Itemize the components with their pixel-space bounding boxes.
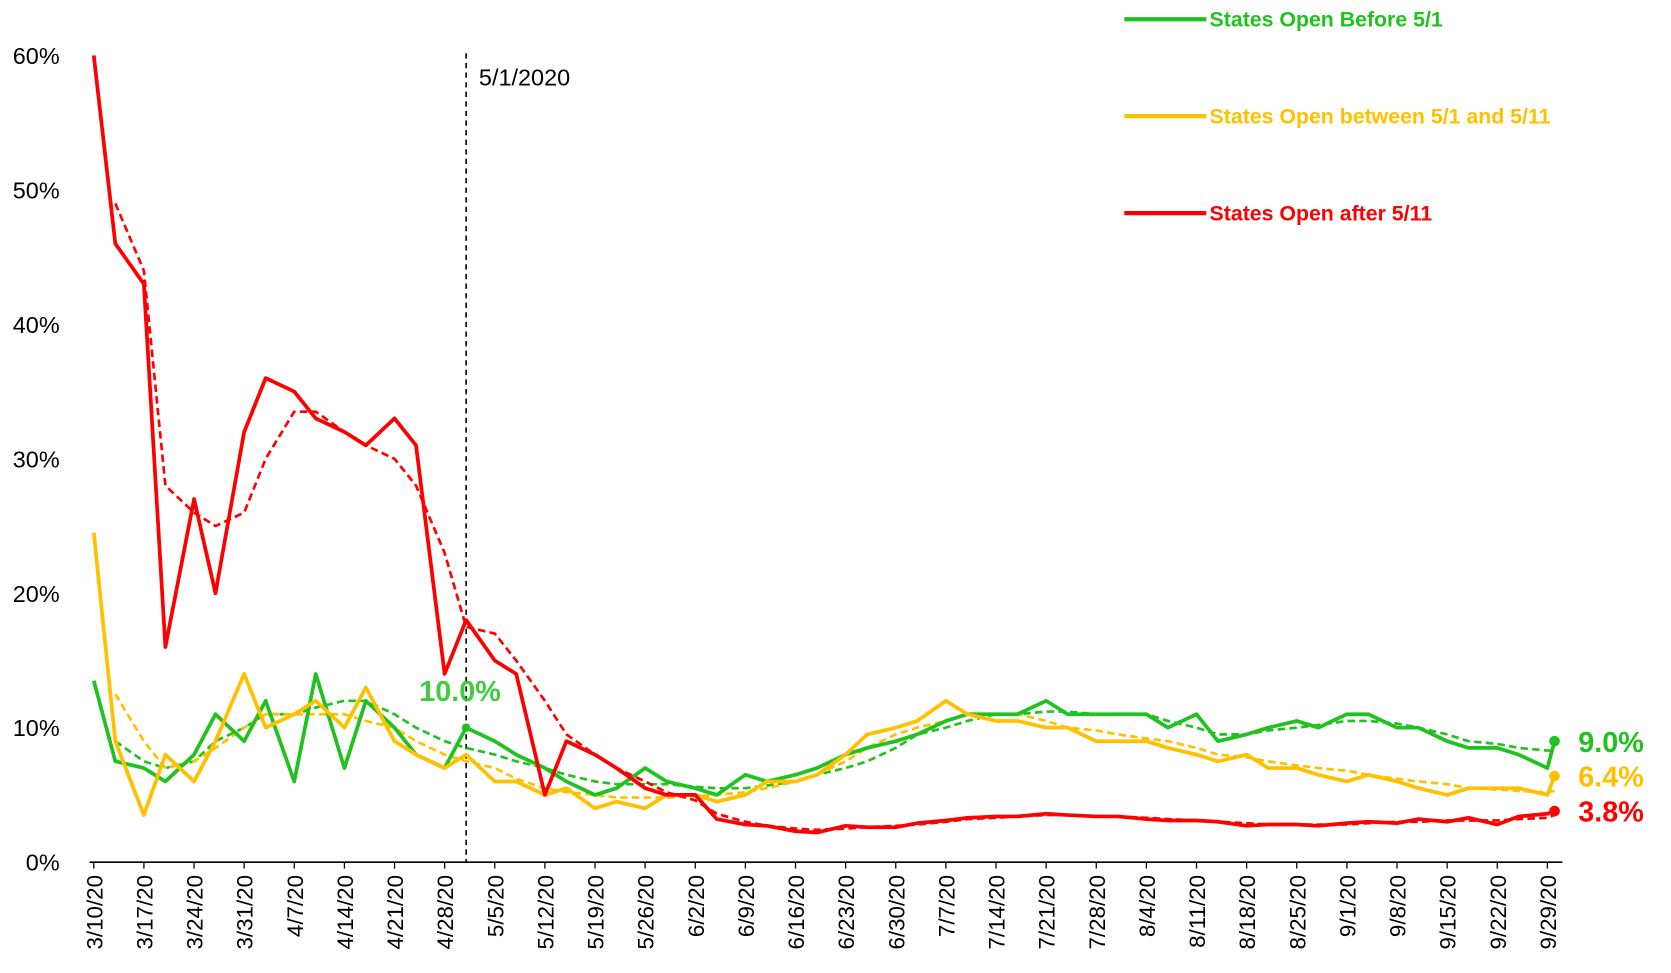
x-tick-label: 9/8/20 (1386, 875, 1411, 937)
x-tick-label: 4/21/20 (383, 875, 408, 950)
end-point (1549, 805, 1560, 817)
y-tick-label: 0% (26, 850, 60, 876)
reference-label: 5/1/2020 (479, 64, 570, 90)
x-tick-label: 4/28/20 (433, 875, 458, 950)
x-tick-label: 5/19/20 (584, 875, 609, 950)
x-tick-label: 9/15/20 (1436, 875, 1461, 950)
series-line (91, 672, 1557, 797)
x-tick-label: 7/14/20 (985, 875, 1010, 950)
x-tick-label: 7/28/20 (1085, 875, 1110, 950)
x-tick-label: 8/11/20 (1185, 875, 1210, 948)
end-point (1549, 770, 1560, 782)
x-tick-label: 7/21/20 (1035, 875, 1060, 950)
end-point (1549, 735, 1560, 747)
x-tick-label: 8/25/20 (1285, 875, 1310, 950)
x-tick-label: 6/2/20 (684, 875, 709, 937)
y-tick-label: 50% (13, 177, 60, 203)
x-tick-label: 6/16/20 (784, 875, 809, 950)
end-label: 3.8% (1578, 797, 1644, 829)
x-tick-label: 4/14/20 (333, 875, 358, 950)
moving-average-line (114, 202, 1556, 832)
series-line (91, 55, 1556, 835)
x-tick-label: 5/5/20 (483, 875, 508, 937)
legend-label: States Open after 5/11 (1210, 202, 1433, 226)
x-tick-label: 6/30/20 (884, 875, 909, 950)
x-tick-label: 3/31/20 (233, 875, 258, 950)
x-tick-label: 5/12/20 (533, 875, 558, 950)
x-tick-label: 4/7/20 (283, 875, 308, 937)
y-tick-label: 20% (13, 581, 60, 607)
x-tick-label: 7/7/20 (934, 875, 959, 937)
legend-label: States Open Before 5/1 (1210, 8, 1443, 32)
y-tick-label: 60% (13, 43, 60, 69)
y-tick-label: 30% (13, 446, 60, 472)
end-label: 9.0% (1578, 727, 1644, 759)
legend-label: States Open between 5/1 and 5/11 (1210, 105, 1551, 129)
x-tick-label: 6/9/20 (734, 875, 759, 937)
moving-average-line (114, 693, 1555, 799)
y-tick-label: 10% (13, 715, 60, 741)
annotation-label: 10.0% (419, 676, 501, 708)
x-tick-label: 3/10/20 (82, 875, 107, 950)
x-tick-label: 8/4/20 (1135, 875, 1160, 937)
end-label: 6.4% (1578, 762, 1644, 794)
x-tick-label: 3/17/20 (132, 875, 157, 950)
x-tick-label: 9/29/20 (1536, 875, 1561, 950)
series-line (91, 532, 1557, 817)
x-tick-label: 5/26/20 (634, 875, 659, 950)
x-tick-label: 6/23/20 (834, 875, 859, 950)
x-tick-label: 9/1/20 (1335, 875, 1360, 937)
annotation-point (461, 723, 471, 732)
x-tick-label: 9/22/20 (1486, 875, 1511, 950)
x-tick-label: 3/24/20 (183, 875, 208, 950)
x-tick-label: 8/18/20 (1235, 875, 1260, 950)
y-tick-label: 40% (13, 312, 60, 338)
